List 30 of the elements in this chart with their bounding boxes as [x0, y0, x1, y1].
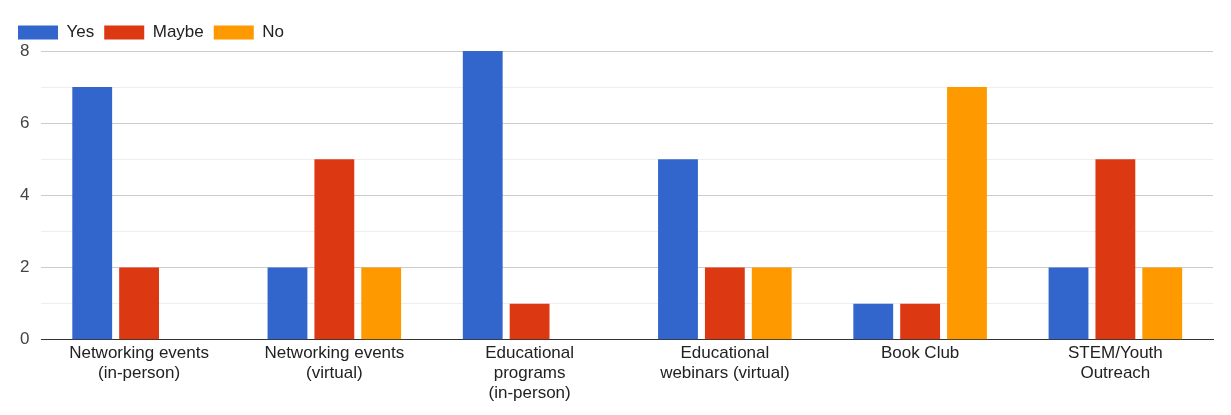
- bar: [267, 267, 308, 340]
- x-tick-label: Book Club: [880, 342, 960, 362]
- legend-label: Maybe: [152, 22, 204, 42]
- bar: [509, 303, 550, 340]
- bar: [1142, 267, 1183, 340]
- legend-label: Yes: [66, 22, 95, 42]
- x-tick-label: Educational webinars (virtual): [659, 342, 790, 383]
- bar: [751, 267, 792, 340]
- x-tick-label: Networking events (virtual): [264, 342, 405, 383]
- x-tick-label: Educational programs (in-person): [485, 342, 575, 403]
- bar: [658, 159, 698, 340]
- y-tick-label: 8: [19, 40, 30, 60]
- x-tick-label: Networking events (in-person): [69, 342, 210, 383]
- bar: [1048, 267, 1089, 340]
- bar: [361, 267, 402, 340]
- y-tick-label: 6: [19, 112, 30, 132]
- bar: [704, 267, 745, 340]
- y-tick-label: 0: [19, 329, 30, 349]
- bar: [119, 267, 159, 340]
- x-tick-label: STEM/Youth Outreach: [1067, 342, 1163, 383]
- bar: [900, 303, 941, 340]
- legend-label: No: [262, 22, 284, 42]
- bar: [462, 51, 503, 340]
- bar: [314, 159, 355, 340]
- bar: [1095, 159, 1136, 340]
- bar: [853, 303, 894, 340]
- bar: [72, 87, 113, 340]
- y-tick-label: 2: [19, 257, 30, 277]
- bar: [947, 87, 987, 340]
- y-tick-label: 4: [19, 185, 30, 205]
